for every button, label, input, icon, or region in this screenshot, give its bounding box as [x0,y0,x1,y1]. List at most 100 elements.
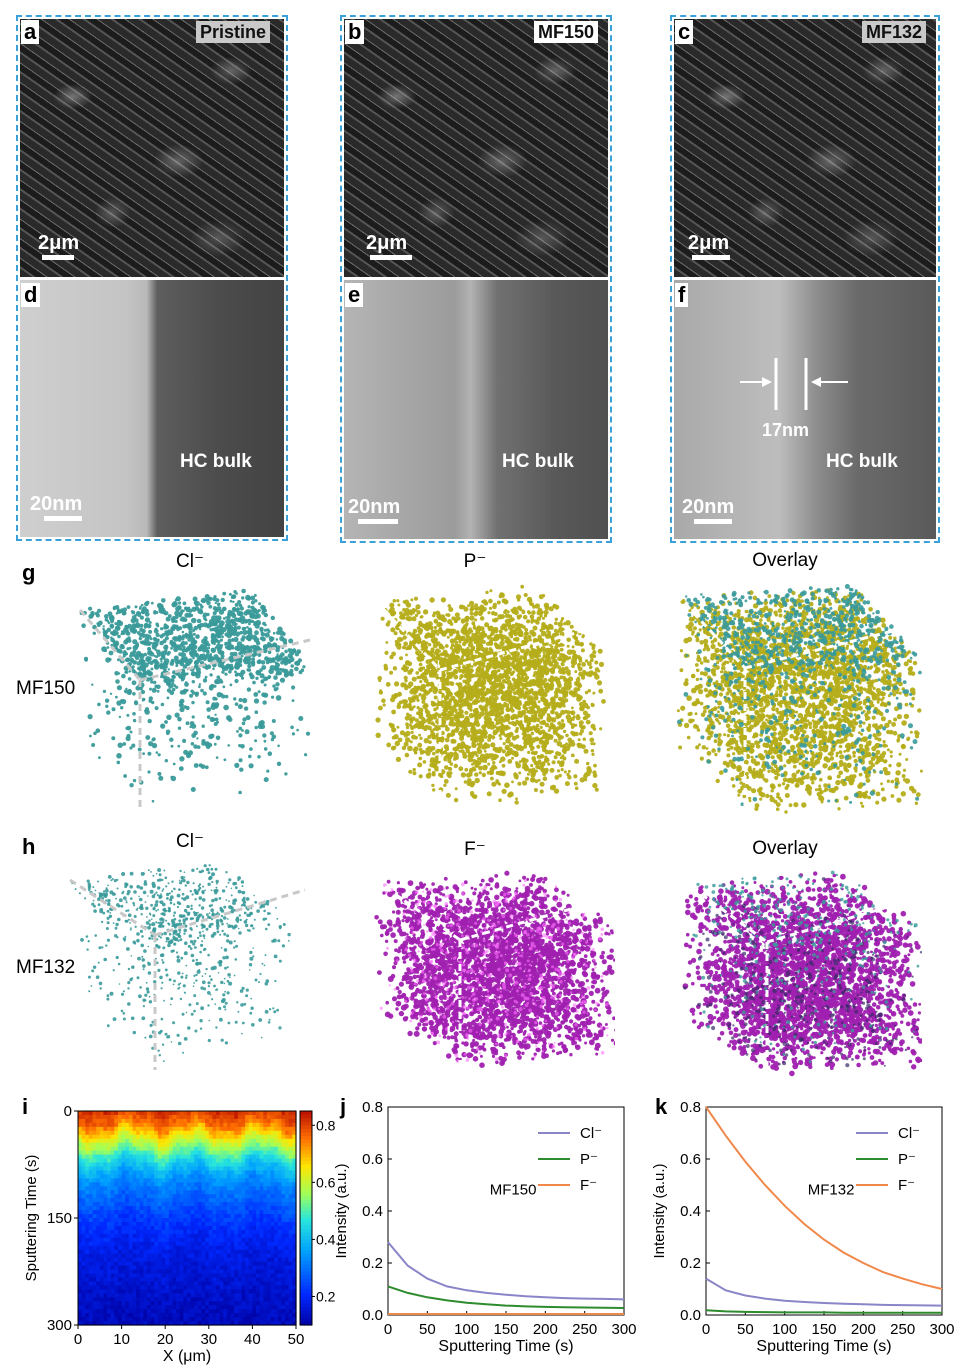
cube-point [227,663,231,667]
cube-point [406,616,413,622]
cube-point [289,668,294,673]
cube-point [166,714,172,720]
cube-point [433,695,438,700]
cube-point [448,699,452,704]
cube-point [173,647,179,653]
cube-point [775,690,779,694]
cube-point [163,644,169,650]
cube-point [201,741,206,746]
cube-point [159,657,163,661]
cube-point [266,769,270,773]
cube-point [501,749,506,754]
cube-point [164,651,168,655]
cube-point [227,744,230,747]
cube-point [263,676,268,682]
cube-point [407,685,412,689]
cube-point [149,651,155,657]
cube-point [447,691,453,697]
cube-point [556,760,561,764]
cube-point [567,737,572,743]
cube-point [522,614,528,620]
cube-point [490,776,494,781]
sem-image-pristine [20,19,284,277]
cube-point [263,628,268,632]
cube-point [160,627,164,631]
cube-point [569,710,574,715]
cube-point [458,604,464,610]
cube-point [240,654,244,658]
cube-point [498,798,502,802]
cube-point [557,721,562,726]
cube-point [386,742,392,748]
cube-point [456,719,461,724]
cube-point [125,637,130,643]
cube-point [744,609,749,614]
cube-point [179,706,185,713]
cube-point [479,626,485,631]
cube-point [411,616,417,622]
cube-point [115,612,119,615]
cube-point [458,766,464,772]
cube-point [706,632,709,636]
cube-point [427,768,431,772]
cube-point [215,598,220,603]
cube-point [204,642,208,647]
cube-point [457,660,462,666]
cube-point [272,631,276,635]
cube-point [895,690,899,695]
cube-point [513,772,518,777]
cube-point [395,756,401,762]
cube-point [430,647,435,652]
sem-scale-bar-c: 2μm [688,232,730,260]
cube-point [431,703,435,707]
tem-scale-line-f [694,519,732,524]
cube-point [127,677,132,681]
cube-point [481,772,486,778]
cube-point [576,714,580,718]
cube-point [88,606,93,611]
cube-point [895,770,901,776]
cube-point [239,606,244,611]
cube-point [534,650,538,654]
cube-point [802,647,806,650]
cube-point [703,638,709,644]
cube-point [436,725,441,730]
cube-point [584,671,588,676]
cube-point [265,660,270,665]
cube-point [536,659,541,664]
cube-point [785,598,790,603]
cube-point [399,611,403,615]
cube-point [492,602,497,607]
cube-point [251,634,258,640]
cube-point [182,645,186,649]
cube-point [556,677,561,682]
cube-point [118,715,122,719]
cube-point [425,773,432,779]
cube-point [447,755,452,761]
cube-point [447,732,451,737]
cube-point [179,643,184,648]
cube-point [492,761,496,765]
cube-point [564,655,568,659]
cube-point [260,660,266,665]
cube-point [536,645,540,649]
cube-point [464,699,468,703]
cube-point [117,634,121,639]
cube-point [221,694,226,699]
cube-point [527,659,532,664]
tof-cube-g-overlay [675,584,923,818]
cube-point [569,624,574,629]
cube-point [273,675,278,680]
cube-point [500,715,504,720]
cube-point [488,663,493,667]
cube-point [287,653,293,659]
cube-point [122,607,127,612]
cube-point [415,604,421,610]
cube-point [202,657,207,661]
cube-point [193,744,198,749]
cube-point [452,747,457,751]
cube-point [274,661,278,665]
cube-point [161,654,166,659]
cube-point [270,636,275,641]
cube-point [232,600,235,604]
